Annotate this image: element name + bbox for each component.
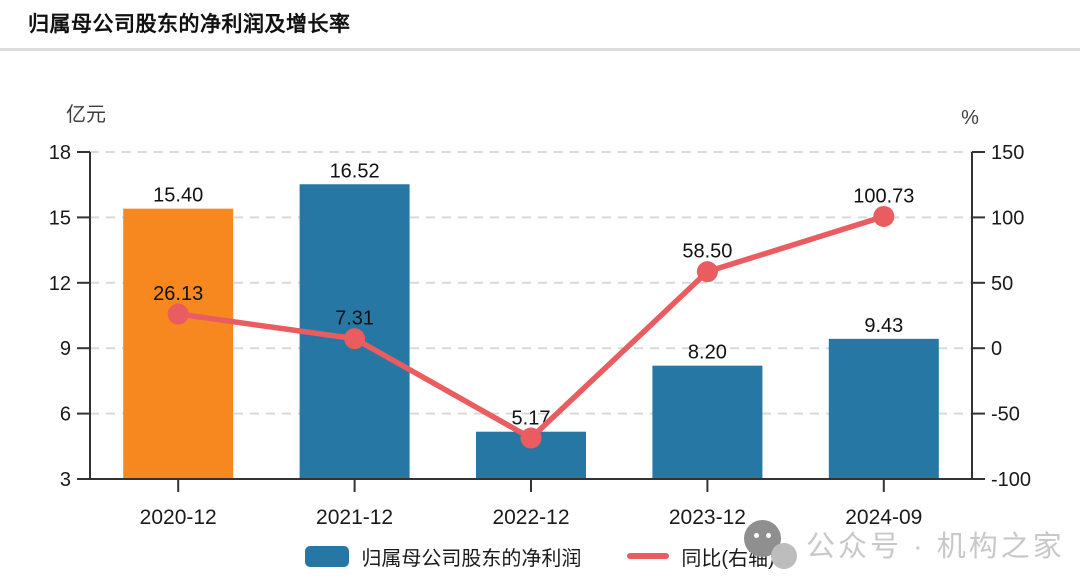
watermark-text: 公众号 · 机构之家 <box>806 531 1065 563</box>
line-point-label-2023-12: 58.50 <box>682 241 732 263</box>
title-separator <box>0 48 1080 51</box>
page-title: 归属母公司股东的净利润及增长率 <box>28 13 351 36</box>
bar-label-2022-12: 5.17 <box>512 408 551 430</box>
left-axis-unit: 亿元 <box>66 103 106 126</box>
bar-2023-12 <box>652 365 763 479</box>
x-axis-label-2024-09: 2024-09 <box>845 506 922 529</box>
right-axis-tick-label: 0 <box>991 338 1002 360</box>
bar-label-2020-12: 15.40 <box>153 185 203 207</box>
left-axis-tick-label: 3 <box>60 469 71 491</box>
right-axis-unit: % <box>961 107 979 129</box>
bar-2024-09 <box>828 338 939 479</box>
bar-2020-12 <box>123 208 234 479</box>
watermark: 公众号 · 机构之家 <box>744 514 1065 574</box>
bar-label-2023-12: 8.20 <box>688 342 727 364</box>
line-point-2022-12 <box>520 427 542 449</box>
legend-item-net-profit[interactable]: 归属母公司股东的净利润 <box>305 542 581 571</box>
right-axis-tick-label: 150 <box>991 142 1024 164</box>
yoy-line-series <box>175 213 887 441</box>
x-axis-label-2021-12: 2021-12 <box>316 506 393 529</box>
left-axis-tick-label: 18 <box>49 142 71 164</box>
line-point-2023-12 <box>696 261 718 283</box>
line-series-swatch <box>627 553 670 559</box>
bar-label-2021-12: 16.52 <box>330 160 380 182</box>
left-axis-tick-label: 9 <box>60 338 71 360</box>
bar-label-2024-09: 9.43 <box>864 315 903 337</box>
left-axis-tick-label: 6 <box>60 404 71 426</box>
line-point-2024-09 <box>873 205 895 227</box>
line-point-label-2021-12: 7.31 <box>335 308 374 330</box>
right-axis-tick-label: 50 <box>991 273 1013 295</box>
bar-series-swatch <box>305 545 350 567</box>
line-point-label-2024-09: 100.73 <box>853 185 914 207</box>
x-axis-label-2022-12: 2022-12 <box>492 506 569 529</box>
line-point-label-2020-12: 26.13 <box>153 283 203 305</box>
wechat-bubble-small <box>771 543 797 569</box>
left-axis-tick-label: 15 <box>49 207 71 229</box>
x-axis-label-2020-12: 2020-12 <box>140 506 217 529</box>
line-point-2021-12 <box>344 328 366 350</box>
right-axis-tick-label: 100 <box>991 207 1024 229</box>
left-axis-tick-label: 12 <box>49 273 71 295</box>
wechat-icon <box>744 516 798 572</box>
right-axis-tick-label: -50 <box>991 404 1020 426</box>
chart-header: 归属母公司股东的净利润及增长率 <box>28 8 351 38</box>
legend-label-net-profit: 归属母公司股东的净利润 <box>361 547 582 570</box>
right-axis-tick-label: -100 <box>991 469 1031 491</box>
x-axis-label-2023-12: 2023-12 <box>669 506 746 529</box>
line-point-2020-12 <box>167 303 189 325</box>
